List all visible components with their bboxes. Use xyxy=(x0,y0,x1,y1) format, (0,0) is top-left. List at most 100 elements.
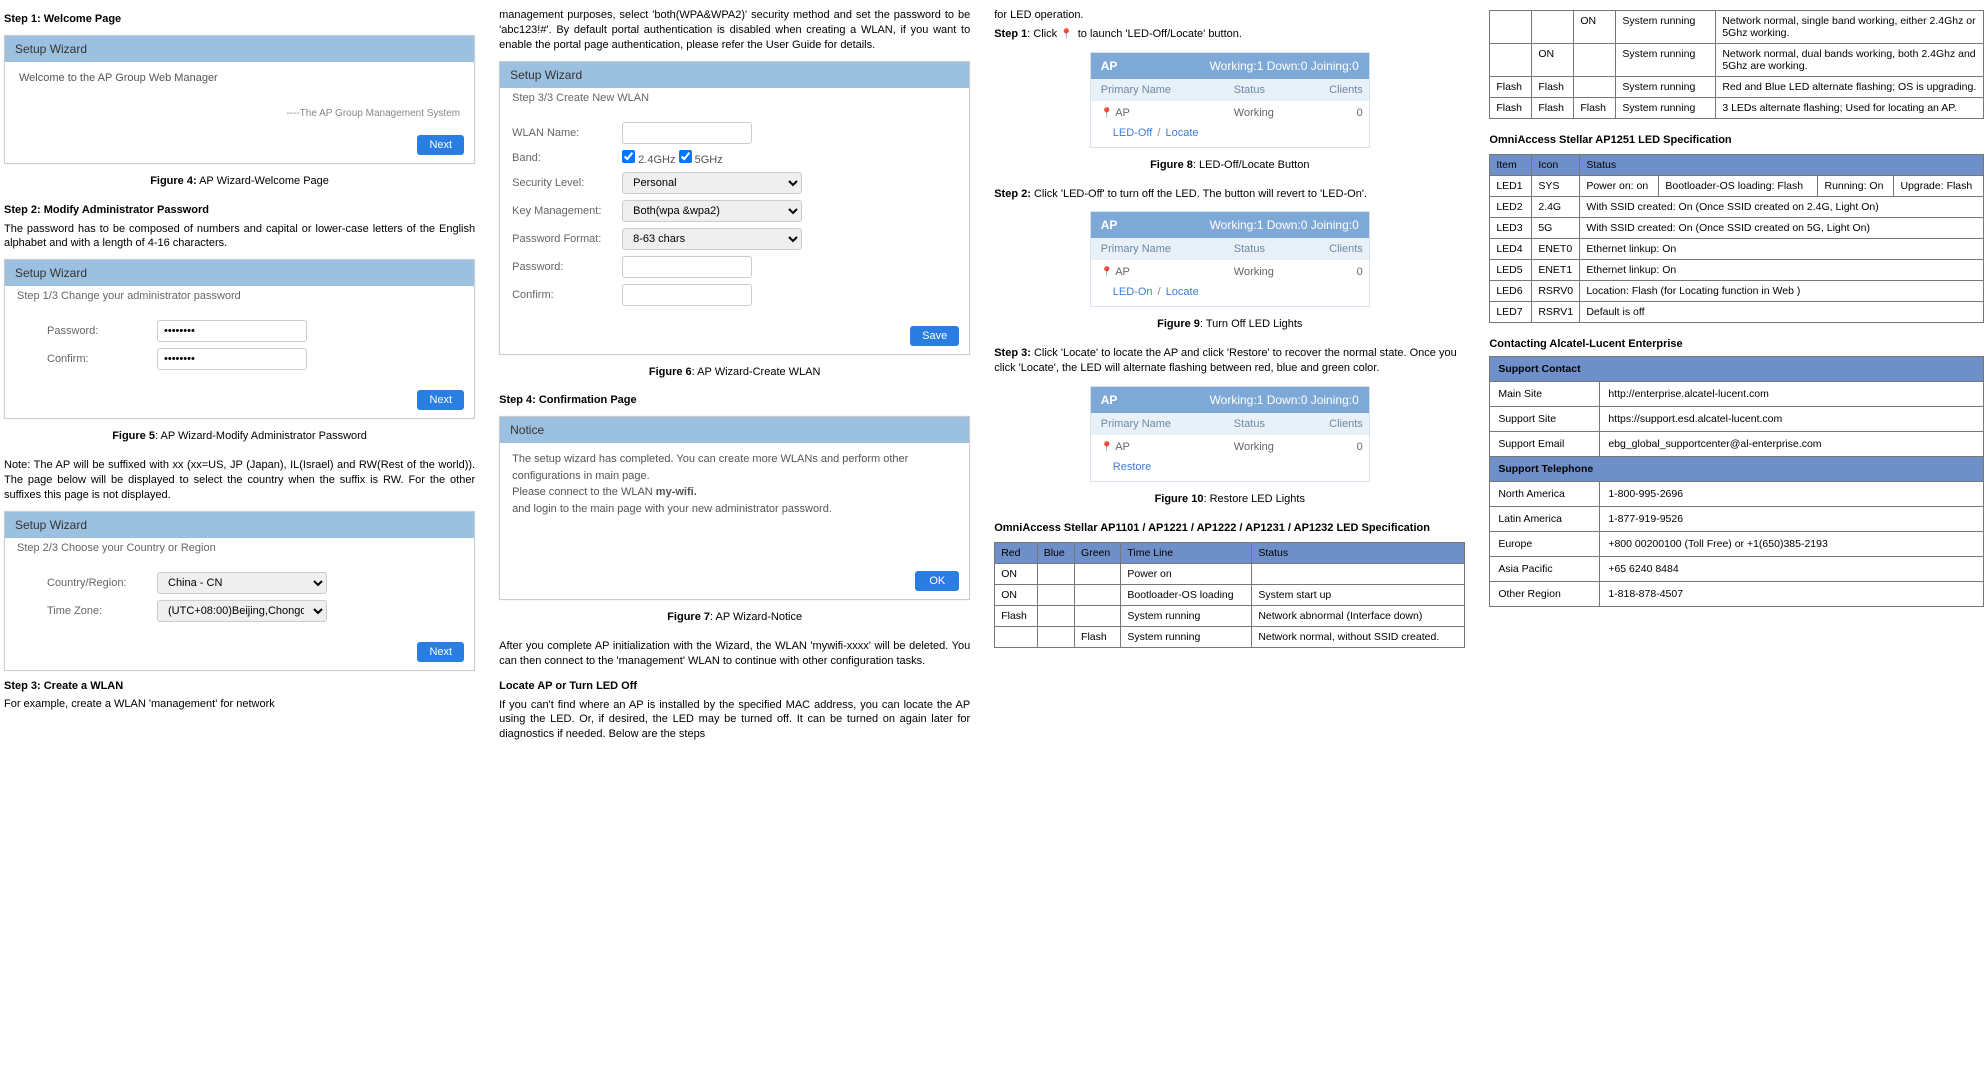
fig6-text: : AP Wizard-Create WLAN xyxy=(692,366,821,378)
td xyxy=(1037,584,1074,605)
col-name: Primary Name xyxy=(1091,238,1228,260)
fig4-bold: Figure 4: xyxy=(150,175,196,187)
password-input[interactable] xyxy=(157,320,307,342)
wlan-confirm-input[interactable] xyxy=(622,284,752,306)
td: 1-877-919-9526 xyxy=(1600,506,1984,531)
sep: / xyxy=(1152,127,1165,139)
fig4-text: AP Wizard-Welcome Page xyxy=(197,175,329,187)
locate-link[interactable]: Locate xyxy=(1165,127,1198,139)
ap-title: AP xyxy=(1101,393,1118,407)
wizard-header: Setup Wizard xyxy=(500,62,969,88)
td: Bootloader-OS loading: Flash xyxy=(1659,175,1818,196)
led-on-link[interactable]: LED-On xyxy=(1113,286,1153,298)
confirm-label: Confirm: xyxy=(47,353,147,365)
th: Status xyxy=(1252,542,1465,563)
security-select[interactable]: Personal xyxy=(622,172,802,194)
td: ON xyxy=(995,584,1037,605)
ap-stats: Working:1 Down:0 Joining:0 xyxy=(1210,218,1359,232)
wizard-header: Setup Wizard xyxy=(5,36,474,62)
col-status: Status xyxy=(1228,413,1299,435)
sep: / xyxy=(1153,286,1166,298)
pwd-format-select[interactable]: 8-63 chars xyxy=(622,228,802,250)
next-button[interactable]: Next xyxy=(417,390,464,410)
fig8-bold: Figure 8 xyxy=(1150,159,1193,171)
timezone-label: Time Zone: xyxy=(47,605,147,617)
ap-stats: Working:1 Down:0 Joining:0 xyxy=(1210,393,1359,407)
timezone-select[interactable]: (UTC+08:00)Beijing,Chongqing,Ho… xyxy=(157,600,327,622)
td xyxy=(1252,563,1465,584)
notice-line3: and login to the main page with your new… xyxy=(512,501,957,518)
td: System running xyxy=(1121,605,1252,626)
td: LED1 xyxy=(1490,175,1532,196)
td: With SSID created: On (Once SSID created… xyxy=(1580,217,1984,238)
th: Blue xyxy=(1037,542,1074,563)
locate-text: If you can't find where an AP is install… xyxy=(499,698,970,743)
td: Network abnormal (Interface down) xyxy=(1252,605,1465,626)
next-button[interactable]: Next xyxy=(417,135,464,155)
td: Running: On xyxy=(1818,175,1894,196)
td: ebg_global_supportcenter@al-enterprise.c… xyxy=(1600,431,1984,456)
td: Support Email xyxy=(1490,431,1600,456)
fig6-bold: Figure 6 xyxy=(649,366,692,378)
restore-link[interactable]: Restore xyxy=(1113,461,1152,473)
wlan-name-input[interactable] xyxy=(622,122,752,144)
col-status: Status xyxy=(1228,238,1299,260)
td: Support Site xyxy=(1490,406,1600,431)
td: LED3 xyxy=(1490,217,1532,238)
td: Other Region xyxy=(1490,581,1600,606)
led-off-link[interactable]: LED-Off xyxy=(1113,127,1153,139)
td: Bootloader-OS loading xyxy=(1121,584,1252,605)
td: Default is off xyxy=(1580,301,1984,322)
figure4-caption: Figure 4: AP Wizard-Welcome Page xyxy=(4,174,475,189)
td xyxy=(1075,605,1121,626)
td: North America xyxy=(1490,481,1600,506)
col-clients: Clients xyxy=(1298,238,1369,260)
notice-line1: The setup wizard has completed. You can … xyxy=(512,451,957,484)
key-mgmt-select[interactable]: Both(wpa &wpa2) xyxy=(622,200,802,222)
confirm-input[interactable] xyxy=(157,348,307,370)
figure8-caption: Figure 8: LED-Off/Locate Button xyxy=(994,158,1465,173)
row-name: AP xyxy=(1115,107,1130,119)
td: Upgrade: Flash xyxy=(1894,175,1984,196)
th: Red xyxy=(995,542,1037,563)
td: +800 00200100 (Toll Free) or +1(650)385-… xyxy=(1600,531,1984,556)
figure5-caption: Figure 5: AP Wizard-Modify Administrator… xyxy=(4,429,475,444)
ok-button[interactable]: OK xyxy=(915,571,959,591)
figure9-caption: Figure 9: Turn Off LED Lights xyxy=(994,317,1465,332)
wizard-step-sub: Step 3/3 Create New WLAN xyxy=(500,88,969,108)
band-5-checkbox[interactable] xyxy=(679,150,692,163)
step3-text: For example, create a WLAN 'management' … xyxy=(4,697,475,712)
td: LED2 xyxy=(1490,196,1532,217)
welcome-text: Welcome to the AP Group Web Manager xyxy=(19,72,460,84)
wizard-create-wlan: Setup Wizard Step 3/3 Create New WLAN WL… xyxy=(499,61,970,355)
band-label: Band: xyxy=(512,152,612,164)
locate-title: Locate AP or Turn LED Off xyxy=(499,679,970,694)
td: Flash xyxy=(995,605,1037,626)
row-clients: 0 xyxy=(1298,264,1369,280)
band-24-checkbox[interactable] xyxy=(622,150,635,163)
wizard-country: Setup Wizard Step 2/3 Choose your Countr… xyxy=(4,511,475,671)
td: System start up xyxy=(1252,584,1465,605)
td: Power on xyxy=(1121,563,1252,584)
band-5-text: 5GHz xyxy=(695,154,723,166)
country-label: Country/Region: xyxy=(47,577,147,589)
wlan-password-input[interactable] xyxy=(622,256,752,278)
contact-title: Contacting Alcatel-Lucent Enterprise xyxy=(1489,337,1984,352)
td: Ethernet linkup: On xyxy=(1580,238,1984,259)
td xyxy=(1574,77,1616,98)
td: LED7 xyxy=(1490,301,1532,322)
fig5-bold: Figure 5 xyxy=(112,430,155,442)
wizard-header: Setup Wizard xyxy=(5,512,474,538)
next-button[interactable]: Next xyxy=(417,642,464,662)
country-select[interactable]: China - CN xyxy=(157,572,327,594)
td: 1-818-878-4507 xyxy=(1600,581,1984,606)
fig8-text: : LED-Off/Locate Button xyxy=(1193,159,1310,171)
locate-link[interactable]: Locate xyxy=(1166,286,1199,298)
save-button[interactable]: Save xyxy=(910,326,959,346)
row-clients: 0 xyxy=(1298,105,1369,121)
td: Network normal, without SSID created. xyxy=(1252,626,1465,647)
wizard-header: Setup Wizard xyxy=(5,260,474,286)
welcome-subtitle: ----The AP Group Management System xyxy=(19,108,460,119)
td: System running xyxy=(1616,98,1716,119)
td xyxy=(995,626,1037,647)
